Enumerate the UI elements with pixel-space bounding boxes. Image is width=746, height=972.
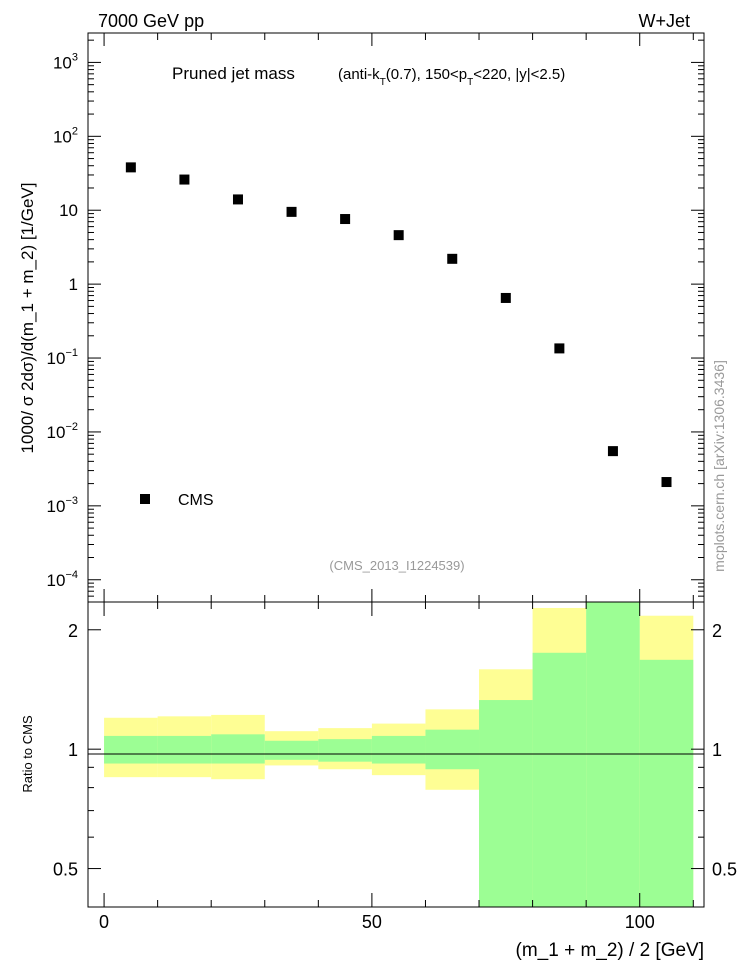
data-point	[607, 446, 618, 457]
inner-band-bin	[318, 739, 372, 762]
inner-band-bin	[104, 735, 158, 764]
data-point	[554, 343, 565, 354]
process-label: W+Jet	[638, 11, 690, 31]
data-point	[661, 477, 672, 488]
ratio-y-axis-label: Ratio to CMS	[20, 715, 35, 793]
data-point	[286, 206, 297, 217]
y-tick-label: 10−1	[47, 347, 78, 368]
y-tick-label: 10−3	[47, 495, 78, 516]
ratio-y-tick-label-right: 1	[712, 740, 722, 760]
ratio-bands	[104, 602, 694, 907]
y-tick-label: 10−4	[47, 569, 78, 590]
x-tick-label: 0	[99, 912, 109, 932]
data-point	[125, 162, 136, 173]
y-tick-label: 103	[53, 51, 78, 72]
watermark: mcplots.cern.ch [arXiv:1306.3436]	[711, 360, 727, 572]
data-point	[447, 253, 458, 264]
ratio-y-tick-label: 2	[68, 621, 78, 641]
y-tick-label: 10	[59, 201, 78, 220]
y-tick-label: 1	[69, 275, 78, 294]
x-tick-label: 100	[625, 912, 655, 932]
data-point	[179, 174, 190, 185]
y-tick-label: 102	[53, 125, 78, 146]
data-point	[232, 194, 243, 205]
data-point	[393, 230, 404, 241]
ratio-y-tick-label-right: 2	[712, 621, 722, 641]
ratio-x-ticks: 0 50 100	[99, 602, 694, 932]
ratio-y-tick-label: 1	[68, 740, 78, 760]
x-axis-label: (m_1 + m_2) / 2 [GeV]	[516, 940, 705, 961]
energy-label: 7000 GeV pp	[98, 11, 204, 31]
inner-band-bin	[479, 700, 533, 907]
inner-band-bin	[264, 740, 319, 760]
ratio-panel: 0.5 0.5 1 1 2 2 0 50 100 Ratio to CMS (m_1 + m_…	[20, 601, 737, 961]
data-point	[500, 292, 511, 303]
cms-data-points	[125, 162, 672, 488]
main-x-ticks	[103, 33, 694, 602]
plot-title: Pruned jet mass	[172, 64, 295, 83]
y-tick-label: 10−2	[47, 421, 78, 442]
ratio-y-tick-label-right: 0.5	[712, 860, 737, 880]
main-y-axis-label: 1000/ σ 2dσ)/d(m_1 + m_2) [1/GeV]	[18, 183, 37, 454]
legend-marker	[140, 494, 150, 504]
ratio-frame	[87, 601, 705, 908]
data-point	[340, 214, 351, 225]
analysis-id: (CMS_2013_I1224539)	[329, 558, 464, 573]
ratio-y-ticks: 0.5 0.5 1 1 2 2	[53, 621, 737, 908]
main-frame	[87, 32, 705, 603]
inner-band-bin	[371, 735, 426, 764]
inner-band-bin	[211, 734, 265, 764]
inner-band-bin	[157, 735, 212, 764]
cuts-label: (anti-kT(0.7), 150<pT<220, |y|<2.5)	[338, 66, 565, 88]
inner-band-bin	[532, 652, 587, 907]
inner-band-bin	[639, 659, 694, 907]
x-tick-label: 50	[362, 912, 382, 932]
ratio-y-tick-label: 0.5	[53, 860, 78, 880]
inner-band-bin	[425, 729, 480, 770]
legend-label: CMS	[178, 492, 214, 509]
